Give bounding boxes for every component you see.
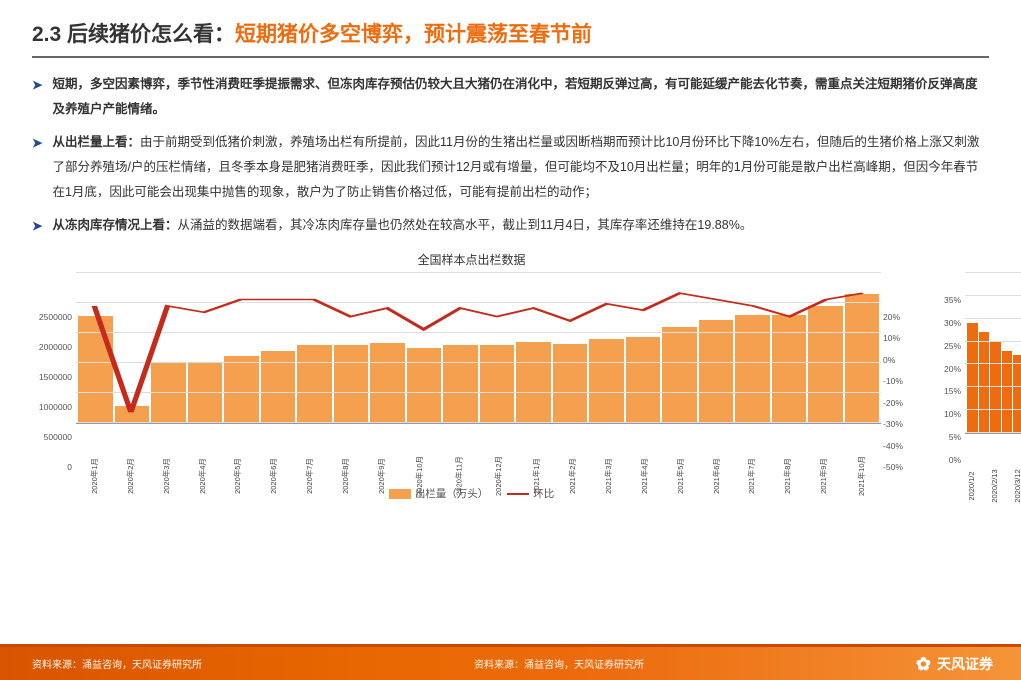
brand-name: 天风证券 (937, 654, 993, 674)
chart1-xlabel: 2021年10月 (831, 456, 891, 496)
title-accent: 短期猪价多空博弈，预计震荡至春节前 (235, 23, 592, 46)
bullet-item: ➤ 从冻肉库存情况上看：从涌益的数据端看，其冷冻肉库存量也仍然处在较高水平，截止到… (32, 213, 989, 239)
chart1-yaxis-right: 20%10%0%-10%-20%-30%-40%-50% (881, 274, 911, 477)
bullet-text: 从冻肉库存情况上看：从涌益的数据端看，其冷冻肉库存量也仍然处在较高水平，截止到1… (52, 213, 989, 239)
chart1-plot (76, 274, 881, 424)
chart1-xaxis: 2020年1月2020年2月2020年3月2020年4月2020年5月2020年… (76, 424, 881, 484)
chart2-bar (990, 342, 1000, 433)
bullet-text: 短期，多空因素博弈，季节性消费旺季提振需求、但冻肉库存预估仍较大且大猪仍在消化中… (52, 72, 989, 122)
chart2-bar (979, 332, 989, 433)
chart1-yaxis-left: 05000001000000150000020000002500000 (32, 274, 76, 477)
chart1-line (76, 274, 881, 423)
chart2-bar (1002, 351, 1012, 433)
chart-slaughter: 全国样本点出栏数据 050000010000001500000200000025… (32, 251, 911, 501)
title-row: 2.3 后续猪价怎么看：短期猪价多空博弈，预计震荡至春节前 (32, 18, 989, 58)
chart1-title: 全国样本点出栏数据 (418, 251, 526, 268)
bullet-item: ➤从出栏量上看：由于前期受到低猪价刺激，养殖场出栏有所提前，因此11月份的生猪出… (32, 130, 989, 205)
charts-row: 全国样本点出栏数据 050000010000001500000200000025… (32, 251, 989, 501)
chart2-bar (1013, 355, 1021, 433)
chart2-plot (965, 274, 1021, 434)
slide-title: 2.3 后续猪价怎么看：短期猪价多空博弈，预计震荡至春节前 (32, 18, 989, 48)
bullet-arrow-icon: ➤ (32, 131, 42, 205)
chart2-xaxis: 2020/1/22020/2/132020/3/122020/4/92020/5… (965, 434, 1021, 494)
body-text: ➤短期，多空因素博弈，季节性消费旺季提振需求、但冻肉库存预估仍较大且大猪仍在消化… (32, 72, 989, 247)
chart2-body: 0%5%10%15%20%25%30%35% 2020/1/22020/2/13… (935, 274, 1021, 494)
bullet-arrow-icon: ➤ (32, 73, 42, 122)
footer-source-right: 资料来源：涌益咨询，天风证券研究所 (474, 656, 916, 671)
chart2-xlabel: 2020/4/9 (1010, 480, 1021, 492)
slide: 2.3 后续猪价怎么看：短期猪价多空博弈，预计震荡至春节前 ➤短期，多空因素博弈… (0, 0, 1021, 680)
bullet-arrow-icon: ➤ (32, 214, 42, 239)
chart1-body: 05000001000000150000020000002500000 20%1… (32, 274, 911, 501)
chart2-bar (967, 323, 977, 433)
footer-source-left: 资料来源：涌益咨询，天风证券研究所 (32, 656, 474, 671)
footer-bar: 资料来源：涌益咨询，天风证券研究所 资料来源：涌益咨询，天风证券研究所 ✿ 天风… (0, 644, 1021, 680)
bullet-text: 从出栏量上看：由于前期受到低猪价刺激，养殖场出栏有所提前，因此11月份的生猪出栏… (52, 130, 989, 205)
brand-logo: ✿ 天风证券 (916, 654, 993, 674)
flower-icon: ✿ (916, 655, 931, 673)
chart2-yaxis: 0%5%10%15%20%25%30%35% (935, 274, 965, 470)
title-prefix: 2.3 后续猪价怎么看： (32, 23, 235, 46)
bullet-item: ➤短期，多空因素博弈，季节性消费旺季提振需求、但冻肉库存预估仍较大且大猪仍在消化… (32, 72, 989, 122)
chart-inventory: 冻肉库存率（单位：%） 0%5%10%15%20%25%30%35% 2020/… (935, 251, 1021, 501)
